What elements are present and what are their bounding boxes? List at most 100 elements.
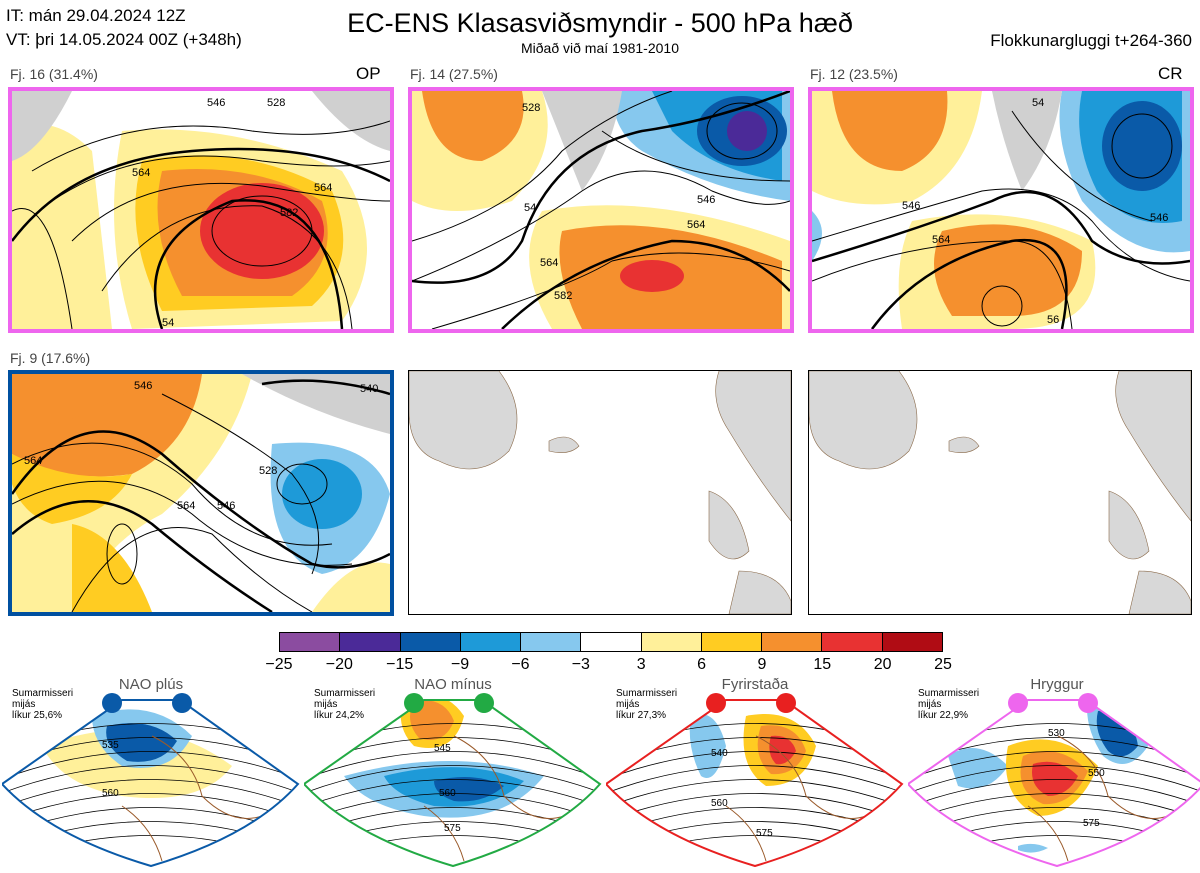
- coastline: [423, 735, 565, 862]
- colorbar-swatch: [762, 633, 823, 651]
- height-contour: [908, 751, 1200, 780]
- map-field: 54 564 582 546 564 528: [412, 91, 790, 329]
- regime-note-line: Sumarmisseri: [918, 688, 980, 699]
- colorbar-tick-label: −3: [571, 656, 590, 673]
- cluster-map-3[interactable]: 546 564 546 54 56: [808, 87, 1194, 333]
- regime-note-line: Sumarmisseri: [616, 688, 678, 699]
- regime-note-line: Sumarmisseri: [314, 688, 376, 699]
- page-title: EC-ENS Klasasviðsmyndir - 500 hPa hæð: [347, 8, 853, 38]
- colorbar-swatch: [521, 633, 582, 651]
- regime-map: 530 550 575: [906, 693, 1200, 868]
- page-subtitle: Miðað við maí 1981-2010: [521, 40, 679, 56]
- header-info: IT: mán 29.04.2024 12Z VT: þri 14.05.202…: [6, 4, 242, 52]
- height-contour: [304, 765, 600, 794]
- coastline: [725, 735, 867, 862]
- empty-map-1: [408, 370, 792, 615]
- regime-note: Sumarmisseri mijás líkur 27,3%: [616, 688, 677, 721]
- height-contour: [908, 793, 1200, 822]
- regime-note-line: líkur 27,3%: [616, 710, 667, 721]
- regime-border: [906, 699, 1200, 868]
- colorbar-swatch: [280, 633, 341, 651]
- anomaly-area: [1032, 761, 1078, 796]
- regime-marker: [172, 693, 192, 713]
- contour-label: 546: [902, 200, 920, 212]
- regime-note: Sumarmisseri mijás líkur 22,9%: [918, 688, 979, 721]
- regime-note-line: mijás: [314, 699, 338, 710]
- regime-border: [0, 699, 300, 868]
- contour-label: 528: [259, 465, 277, 477]
- regime-note-line: mijás: [918, 699, 942, 710]
- regime-panel[interactable]: 545 560 575 NAO mínus Sumarmisseri mijás líkur…: [302, 676, 602, 868]
- height-contour: [606, 751, 902, 780]
- regime-map: 545 560 575: [302, 693, 602, 868]
- contour-label: 575: [1083, 818, 1100, 829]
- regime-marker: [706, 693, 726, 713]
- init-time: IT: mán 29.04.2024 12Z: [6, 6, 186, 25]
- cluster-tag: OP: [356, 64, 381, 83]
- contour-label: 582: [554, 290, 572, 302]
- window-label: Flokkunargluggi t+264-360: [990, 31, 1192, 50]
- colorbar-swatch: [701, 633, 763, 651]
- contour-label: 546: [134, 380, 152, 392]
- contour-label: 54: [524, 202, 536, 214]
- contour-label: 575: [444, 823, 461, 834]
- regime-note-line: líkur 25,6%: [12, 710, 63, 721]
- colorbar-swatch: [882, 633, 942, 651]
- height-contour: [304, 751, 600, 780]
- anomaly-area: [1018, 843, 1048, 853]
- contour-label: 528: [267, 97, 285, 109]
- regime-panel[interactable]: 540 560 575 Fyrirstaða Sumarmisseri mijás líku…: [604, 676, 904, 868]
- anomaly-area: [434, 777, 504, 802]
- contour-label: 564: [540, 257, 558, 269]
- regime-panel[interactable]: 530 550 575 Hryggur Sumarmisseri mijás líkur 2…: [906, 676, 1200, 868]
- contour-label: 564: [24, 455, 42, 467]
- cluster-label: Fj. 9 (17.6%): [10, 350, 91, 366]
- contour-label: 54: [1032, 97, 1044, 109]
- colorbar-swatch: [460, 633, 522, 651]
- colorbar-swatch: [581, 633, 642, 651]
- height-contour: [2, 779, 298, 808]
- regime-panel[interactable]: 535 560 NAO plús Sumarmisseri mijás líkur 25,…: [0, 676, 300, 868]
- anomaly-area: [948, 748, 1008, 789]
- colorbar-swatch: [340, 633, 401, 651]
- cluster-map-4[interactable]: 546 564 546 528 564 540: [8, 370, 394, 616]
- contour-label: 564: [132, 167, 150, 179]
- contour-label: 550: [1088, 768, 1105, 779]
- cluster-label: Fj. 16 (31.4%): [10, 66, 98, 82]
- map-field: 546 564 546 528 564 540: [12, 374, 390, 612]
- regime-title: NAO plús: [118, 676, 184, 693]
- contour-label: 564: [932, 234, 950, 246]
- contour-label: 540: [360, 383, 378, 395]
- colorbar: [279, 632, 943, 652]
- colorbar-tick-label: −20: [325, 656, 353, 673]
- contour-label: 560: [711, 798, 728, 809]
- map-background: [809, 371, 1191, 614]
- contour-label: 582: [280, 207, 298, 219]
- map-background: [409, 371, 791, 614]
- map-field: 564 582 546 528 564 54: [12, 91, 390, 329]
- regime-note-line: líkur 22,9%: [918, 710, 969, 721]
- regime-note-line: Sumarmisseri: [12, 688, 74, 699]
- colorbar-tick-label: −25: [265, 656, 293, 673]
- regime-title: Fyrirstaða: [721, 676, 789, 693]
- contour-label: 575: [756, 828, 773, 839]
- cluster-map-2[interactable]: 54 564 582 546 564 528: [408, 87, 794, 333]
- coastline: [121, 735, 263, 862]
- colorbar-tick-label: −15: [386, 656, 414, 673]
- regime-note: Sumarmisseri mijás líkur 24,2%: [314, 688, 375, 721]
- colorbar-swatch: [641, 633, 702, 651]
- regime-title: Hryggur: [1030, 676, 1084, 693]
- regime-map: 535 560: [0, 693, 300, 868]
- colorbar-tick-label: 6: [697, 656, 706, 673]
- valid-time: VT: þri 14.05.2024 00Z (+348h): [6, 30, 242, 49]
- contour-label: 560: [439, 788, 456, 799]
- colorbar-tick-label: 25: [934, 656, 952, 673]
- regime-marker: [404, 693, 424, 713]
- contour-label: 564: [687, 219, 705, 231]
- regime-map: 540 560 575: [604, 693, 904, 868]
- contour-label: 564: [314, 182, 332, 194]
- contour-label: 535: [102, 740, 119, 751]
- colorbar-swatch: [400, 633, 461, 651]
- cluster-map-1[interactable]: 564 582 546 528 564 54: [8, 87, 394, 333]
- regime-marker: [776, 693, 796, 713]
